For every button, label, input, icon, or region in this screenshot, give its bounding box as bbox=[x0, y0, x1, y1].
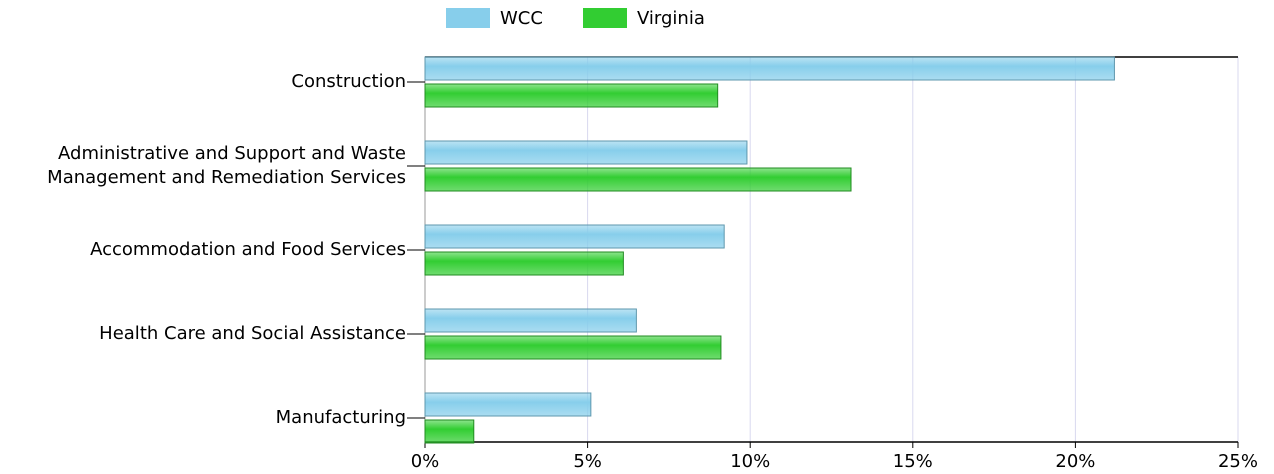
bar bbox=[424, 308, 637, 333]
y-tick-label: Accommodation and Food Services bbox=[90, 239, 406, 260]
y-tick-label: Manufacturing bbox=[275, 407, 406, 428]
x-tick-label: 10% bbox=[730, 451, 770, 472]
bar bbox=[424, 56, 1115, 81]
legend-label: WCC bbox=[500, 8, 543, 29]
legend-label: Virginia bbox=[637, 8, 705, 29]
bar bbox=[424, 167, 852, 192]
legend-swatch bbox=[583, 8, 627, 28]
x-tick-label: 15% bbox=[893, 451, 933, 472]
bar bbox=[424, 335, 722, 360]
bar bbox=[424, 83, 719, 108]
legend-swatch bbox=[446, 8, 490, 28]
bar bbox=[424, 224, 725, 249]
x-tick-label: 0% bbox=[411, 451, 440, 472]
y-tick-label: Health Care and Social Assistance bbox=[99, 323, 406, 344]
bar bbox=[424, 392, 592, 417]
bar bbox=[424, 251, 624, 276]
y-tick-label: Construction bbox=[291, 71, 406, 92]
y-tick-label: Administrative and Support and Waste Man… bbox=[47, 143, 406, 188]
x-tick-label: 20% bbox=[1055, 451, 1095, 472]
bar bbox=[424, 419, 475, 444]
bar bbox=[424, 140, 748, 165]
x-tick-label: 25% bbox=[1218, 451, 1258, 472]
x-tick-label: 5% bbox=[573, 451, 602, 472]
